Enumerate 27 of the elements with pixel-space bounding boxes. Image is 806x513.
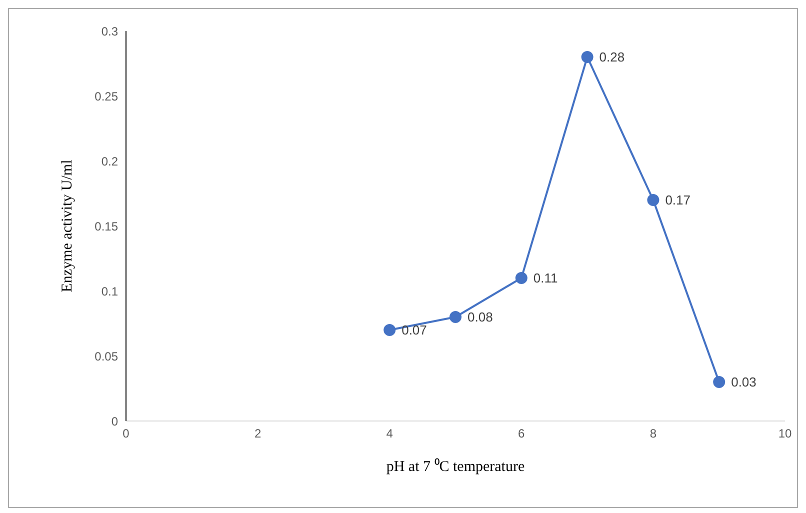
data-label: 0.07 [402, 322, 427, 338]
y-tick-label: 0.05 [94, 349, 118, 364]
x-tick-label: 6 [518, 426, 526, 441]
y-tick-label: 0.25 [94, 89, 118, 104]
data-label: 0.11 [533, 270, 558, 286]
x-tick-label: 4 [386, 426, 394, 441]
x-tick-label: 2 [254, 426, 262, 441]
y-tick-label: 0.1 [101, 284, 118, 298]
y-tick-label: 0 [111, 414, 118, 428]
y-tick-label: 0.15 [94, 219, 118, 234]
point [581, 51, 594, 63]
point [515, 272, 528, 284]
point [713, 376, 726, 388]
x-axis-title: pH at 7 ⁰C temperature [386, 458, 525, 475]
point [384, 324, 396, 336]
point [647, 194, 660, 206]
x-tick-label: 0 [122, 426, 130, 441]
x-tick-label: 8 [650, 426, 657, 441]
point [450, 311, 462, 323]
y-tick-label: 0.2 [101, 154, 118, 168]
data-label: 0.28 [599, 50, 625, 65]
x-tick-label: 10 [778, 426, 792, 441]
y-axis-title: Enzyme activity U/ml [59, 160, 76, 292]
y-tick-label: 0.3 [101, 24, 118, 38]
data-label: 0.08 [468, 310, 493, 325]
data-label: 0.03 [731, 374, 756, 390]
data-label: 0.17 [665, 192, 691, 208]
